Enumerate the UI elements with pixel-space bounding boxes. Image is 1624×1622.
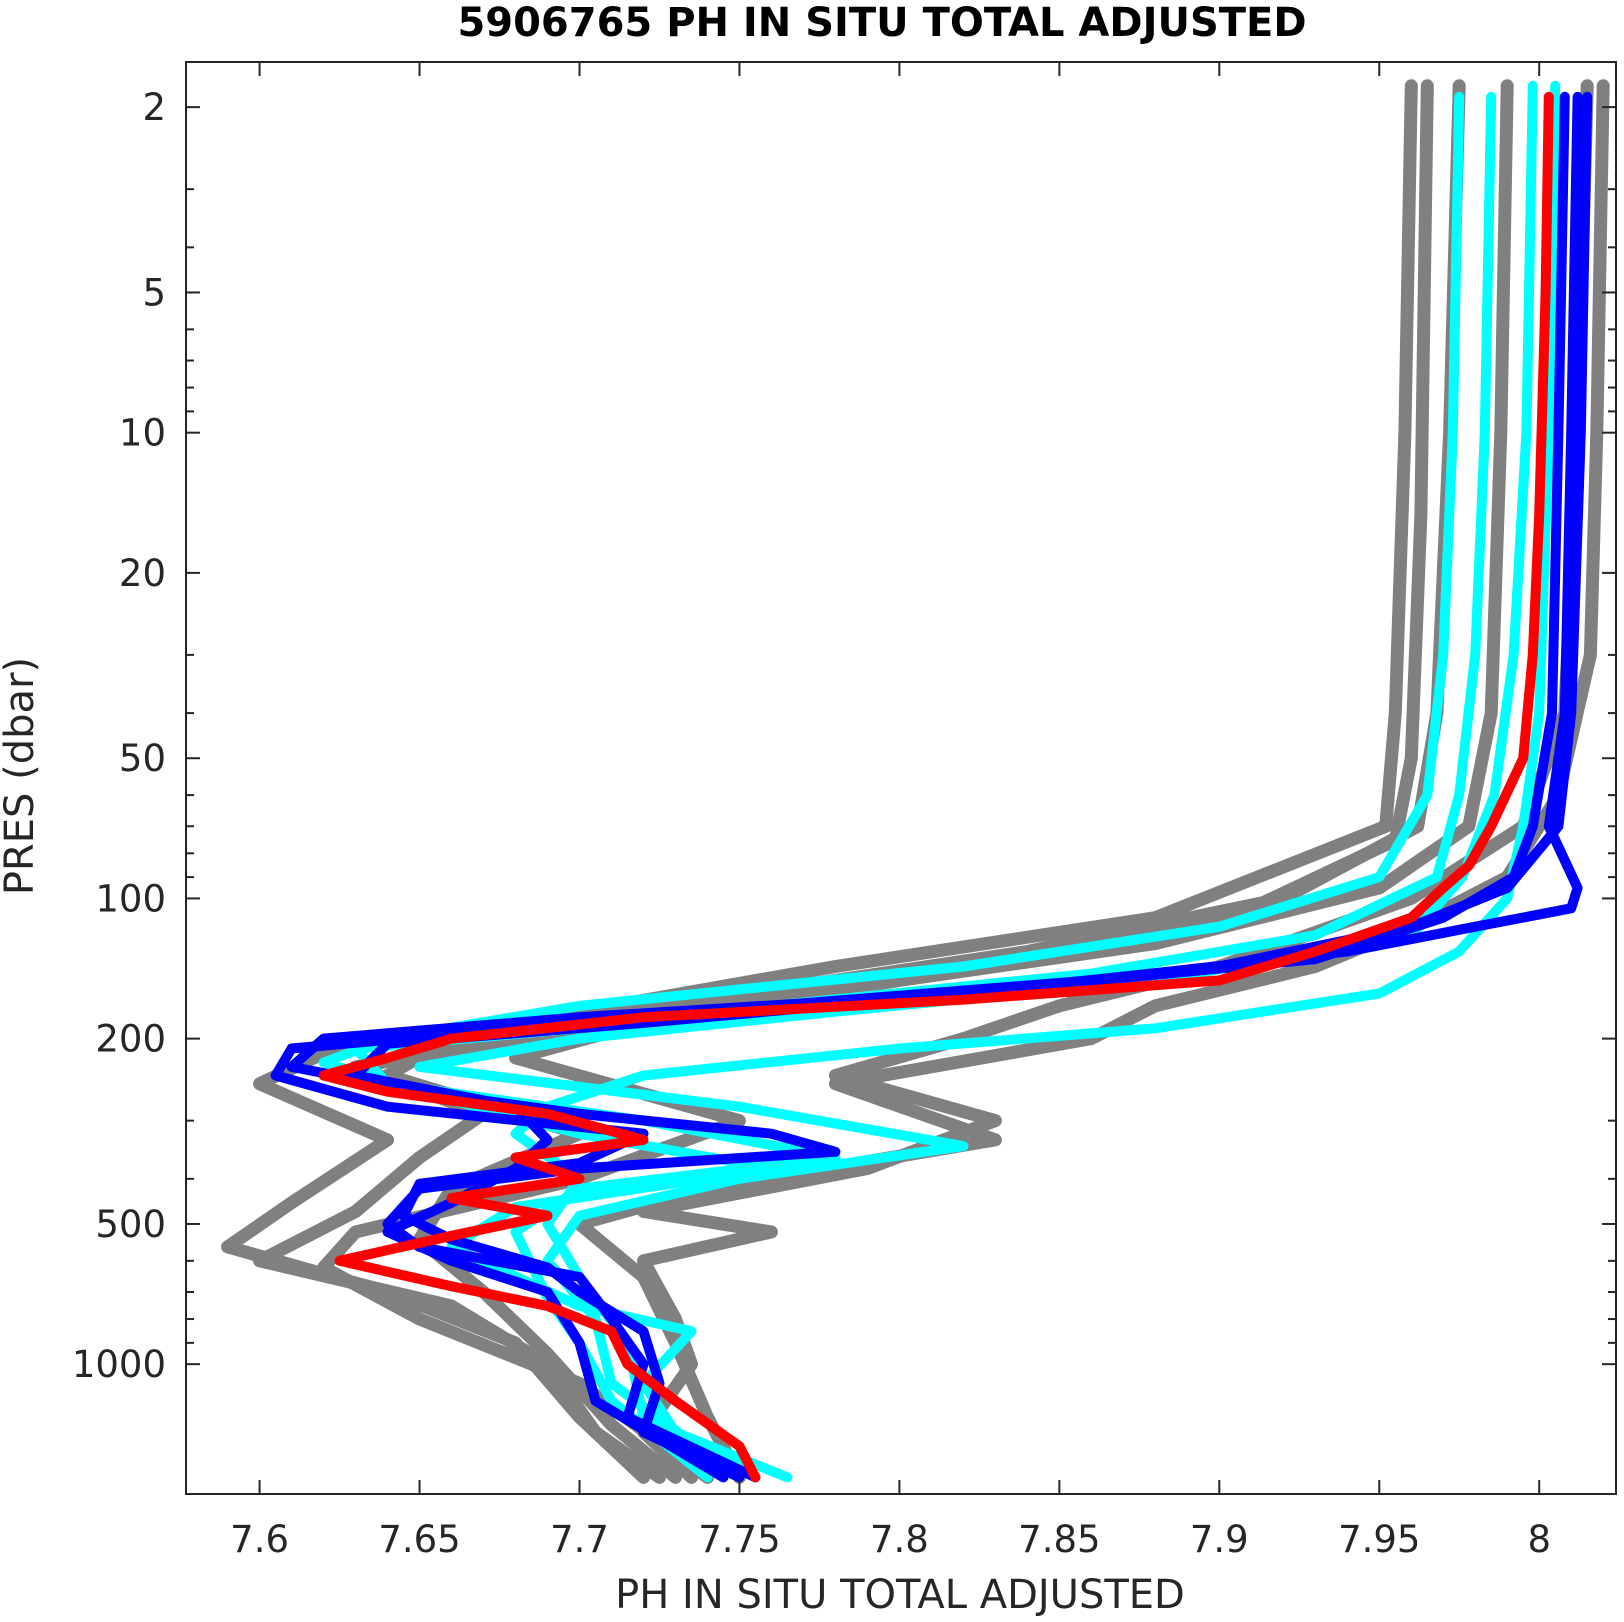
x-tick-label: 7.75 (698, 1518, 780, 1561)
series-line-gray-3 (637, 79, 1594, 1484)
series-line-blue-12 (350, 91, 1593, 1483)
series-line-blue-11 (270, 91, 1583, 1483)
plot-frame (185, 61, 1617, 1495)
y-tick-label: 2 (142, 86, 166, 129)
y-tick-label: 20 (119, 552, 166, 595)
y-tick-label: 200 (95, 1018, 166, 1061)
series-line-cyan-8 (414, 80, 1538, 1483)
x-tick-label: 7.9 (1190, 1518, 1249, 1561)
series-line-cyan-9 (510, 80, 1561, 1483)
x-tick-label: 8 (1527, 1518, 1551, 1561)
y-axis-label: PRES (dbar) (0, 657, 43, 895)
x-tick-label: 7.85 (1018, 1518, 1100, 1561)
axis-ticks: 7.6 7.65 7.7 7.75 7.8 7.85 7.9 7.95 8 2 5 10 20 50 100… (72, 62, 1616, 1561)
x-tick-label: 7.65 (378, 1518, 460, 1561)
x-tick-label: 7.7 (550, 1518, 609, 1561)
y-tick-label: 5 (142, 271, 166, 314)
y-tick-label: 1000 (72, 1343, 166, 1386)
x-axis-label: PH IN SITU TOTAL ADJUSTED (615, 1572, 1185, 1618)
x-tick-label: 7.6 (230, 1518, 289, 1561)
y-tick-label: 50 (119, 737, 166, 780)
x-tick-label: 7.95 (1338, 1518, 1420, 1561)
series-line-gray-0 (221, 79, 1418, 1484)
series-line-red-13 (318, 91, 1554, 1483)
y-tick-label: 10 (119, 412, 166, 455)
chart-title: 5906765 PH IN SITU TOTAL ADJUSTED (457, 0, 1306, 46)
y-tick-label: 500 (95, 1203, 166, 1246)
x-tick-label: 7.8 (870, 1518, 929, 1561)
series-lines (221, 79, 1610, 1484)
y-tick-label: 100 (95, 877, 166, 920)
series-line-gray-5 (253, 79, 1434, 1484)
